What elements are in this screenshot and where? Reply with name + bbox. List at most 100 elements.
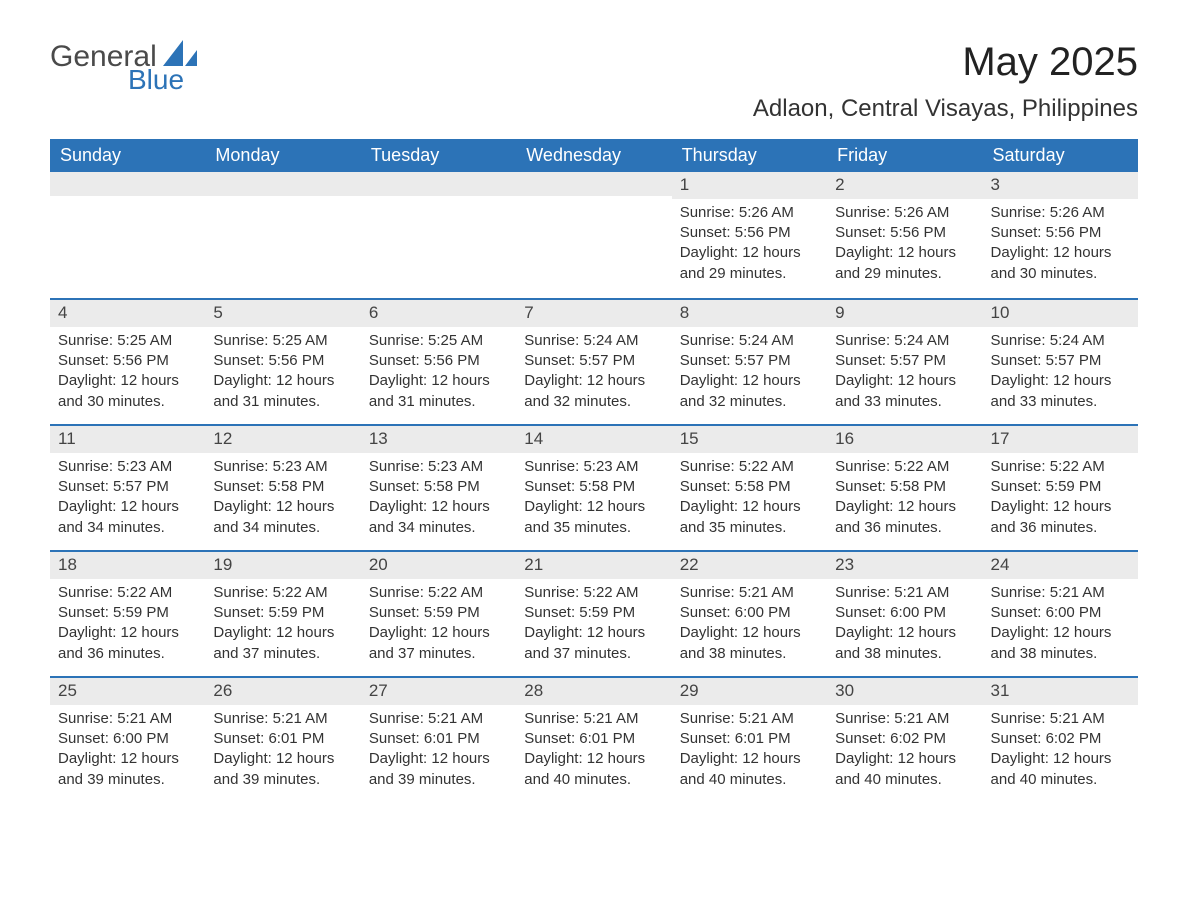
day-number: 9	[827, 300, 982, 327]
day-number: 17	[983, 426, 1138, 453]
cell-sunset: Sunset: 5:56 PM	[680, 223, 819, 243]
calendar-cell: 1Sunrise: 5:26 AMSunset: 5:56 PMDaylight…	[672, 172, 827, 298]
calendar-cell: 6Sunrise: 5:25 AMSunset: 5:56 PMDaylight…	[361, 300, 516, 424]
col-monday: Monday	[205, 139, 360, 172]
day-number	[50, 172, 205, 196]
col-wednesday: Wednesday	[516, 139, 671, 172]
calendar-cell: 3Sunrise: 5:26 AMSunset: 5:56 PMDaylight…	[983, 172, 1138, 298]
cell-sunset: Sunset: 5:58 PM	[369, 477, 508, 497]
calendar-cell: 7Sunrise: 5:24 AMSunset: 5:57 PMDaylight…	[516, 300, 671, 424]
calendar-cell: 25Sunrise: 5:21 AMSunset: 6:00 PMDayligh…	[50, 678, 205, 802]
calendar-cell: 13Sunrise: 5:23 AMSunset: 5:58 PMDayligh…	[361, 426, 516, 550]
cell-daylight1: Daylight: 12 hours	[524, 497, 663, 517]
cell-daylight1: Daylight: 12 hours	[680, 243, 819, 263]
day-number: 7	[516, 300, 671, 327]
cell-sunset: Sunset: 6:00 PM	[835, 603, 974, 623]
day-number: 2	[827, 172, 982, 199]
cell-sunrise: Sunrise: 5:21 AM	[835, 583, 974, 603]
cell-daylight1: Daylight: 12 hours	[991, 371, 1130, 391]
cell-sunset: Sunset: 5:57 PM	[835, 351, 974, 371]
calendar-cell	[516, 172, 671, 298]
brand-logo: General Blue	[50, 40, 197, 94]
day-number: 16	[827, 426, 982, 453]
cell-daylight2: and 40 minutes.	[524, 770, 663, 790]
cell-sunset: Sunset: 5:58 PM	[835, 477, 974, 497]
calendar-header-row: Sunday Monday Tuesday Wednesday Thursday…	[50, 139, 1138, 172]
calendar-cell: 21Sunrise: 5:22 AMSunset: 5:59 PMDayligh…	[516, 552, 671, 676]
calendar-week: 25Sunrise: 5:21 AMSunset: 6:00 PMDayligh…	[50, 676, 1138, 802]
cell-sunrise: Sunrise: 5:24 AM	[524, 331, 663, 351]
calendar-cell: 8Sunrise: 5:24 AMSunset: 5:57 PMDaylight…	[672, 300, 827, 424]
cell-sunrise: Sunrise: 5:26 AM	[991, 203, 1130, 223]
day-number: 8	[672, 300, 827, 327]
cell-sunset: Sunset: 5:56 PM	[835, 223, 974, 243]
cell-daylight1: Daylight: 12 hours	[680, 749, 819, 769]
calendar-week: 4Sunrise: 5:25 AMSunset: 5:56 PMDaylight…	[50, 298, 1138, 424]
cell-sunset: Sunset: 5:56 PM	[991, 223, 1130, 243]
cell-sunrise: Sunrise: 5:22 AM	[835, 457, 974, 477]
day-number	[361, 172, 516, 196]
cell-daylight1: Daylight: 12 hours	[680, 623, 819, 643]
cell-daylight2: and 32 minutes.	[524, 392, 663, 412]
calendar-week: 11Sunrise: 5:23 AMSunset: 5:57 PMDayligh…	[50, 424, 1138, 550]
cell-sunrise: Sunrise: 5:23 AM	[58, 457, 197, 477]
calendar-week: 18Sunrise: 5:22 AMSunset: 5:59 PMDayligh…	[50, 550, 1138, 676]
title-block: May 2025 Adlaon, Central Visayas, Philip…	[753, 40, 1138, 139]
calendar-cell: 15Sunrise: 5:22 AMSunset: 5:58 PMDayligh…	[672, 426, 827, 550]
calendar-cell: 23Sunrise: 5:21 AMSunset: 6:00 PMDayligh…	[827, 552, 982, 676]
day-number: 12	[205, 426, 360, 453]
col-sunday: Sunday	[50, 139, 205, 172]
cell-sunset: Sunset: 5:59 PM	[58, 603, 197, 623]
day-number	[205, 172, 360, 196]
cell-daylight1: Daylight: 12 hours	[991, 497, 1130, 517]
cell-sunset: Sunset: 5:58 PM	[524, 477, 663, 497]
day-number	[516, 172, 671, 196]
cell-sunrise: Sunrise: 5:26 AM	[680, 203, 819, 223]
day-number: 25	[50, 678, 205, 705]
cell-sunset: Sunset: 5:57 PM	[58, 477, 197, 497]
cell-sunset: Sunset: 6:01 PM	[213, 729, 352, 749]
cell-daylight1: Daylight: 12 hours	[58, 749, 197, 769]
cell-sunrise: Sunrise: 5:23 AM	[524, 457, 663, 477]
cell-daylight2: and 34 minutes.	[213, 518, 352, 538]
calendar-cell: 11Sunrise: 5:23 AMSunset: 5:57 PMDayligh…	[50, 426, 205, 550]
col-tuesday: Tuesday	[361, 139, 516, 172]
location-title: Adlaon, Central Visayas, Philippines	[753, 95, 1138, 123]
cell-sunset: Sunset: 5:57 PM	[991, 351, 1130, 371]
calendar-cell: 5Sunrise: 5:25 AMSunset: 5:56 PMDaylight…	[205, 300, 360, 424]
header: General Blue May 2025 Adlaon, Central Vi…	[50, 40, 1138, 139]
col-saturday: Saturday	[983, 139, 1138, 172]
calendar-cell: 31Sunrise: 5:21 AMSunset: 6:02 PMDayligh…	[983, 678, 1138, 802]
cell-sunset: Sunset: 6:01 PM	[680, 729, 819, 749]
cell-sunrise: Sunrise: 5:21 AM	[991, 709, 1130, 729]
cell-sunrise: Sunrise: 5:25 AM	[213, 331, 352, 351]
col-friday: Friday	[827, 139, 982, 172]
cell-daylight1: Daylight: 12 hours	[680, 497, 819, 517]
cell-daylight1: Daylight: 12 hours	[991, 623, 1130, 643]
day-number: 18	[50, 552, 205, 579]
calendar-cell: 12Sunrise: 5:23 AMSunset: 5:58 PMDayligh…	[205, 426, 360, 550]
cell-sunrise: Sunrise: 5:22 AM	[369, 583, 508, 603]
cell-daylight2: and 30 minutes.	[58, 392, 197, 412]
cell-sunset: Sunset: 5:58 PM	[680, 477, 819, 497]
day-number: 28	[516, 678, 671, 705]
cell-daylight1: Daylight: 12 hours	[680, 371, 819, 391]
calendar-cell: 26Sunrise: 5:21 AMSunset: 6:01 PMDayligh…	[205, 678, 360, 802]
day-number: 23	[827, 552, 982, 579]
cell-daylight2: and 40 minutes.	[680, 770, 819, 790]
calendar: Sunday Monday Tuesday Wednesday Thursday…	[50, 139, 1138, 802]
cell-daylight1: Daylight: 12 hours	[58, 623, 197, 643]
calendar-week: 1Sunrise: 5:26 AMSunset: 5:56 PMDaylight…	[50, 172, 1138, 298]
day-number: 3	[983, 172, 1138, 199]
calendar-cell: 22Sunrise: 5:21 AMSunset: 6:00 PMDayligh…	[672, 552, 827, 676]
month-title: May 2025	[753, 40, 1138, 85]
cell-sunrise: Sunrise: 5:22 AM	[680, 457, 819, 477]
cell-daylight2: and 37 minutes.	[369, 644, 508, 664]
cell-daylight2: and 30 minutes.	[991, 264, 1130, 284]
cell-sunrise: Sunrise: 5:21 AM	[369, 709, 508, 729]
day-number: 19	[205, 552, 360, 579]
calendar-cell: 17Sunrise: 5:22 AMSunset: 5:59 PMDayligh…	[983, 426, 1138, 550]
cell-daylight1: Daylight: 12 hours	[835, 497, 974, 517]
cell-sunset: Sunset: 6:01 PM	[369, 729, 508, 749]
day-number: 13	[361, 426, 516, 453]
